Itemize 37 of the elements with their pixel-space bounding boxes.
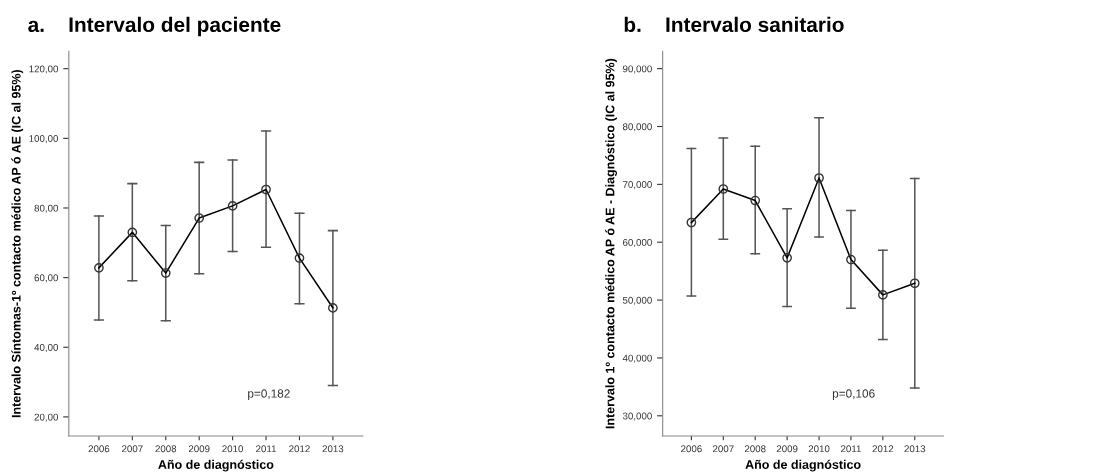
y-tick-label: 80,000 <box>622 123 652 132</box>
chart-title: b. Intervalo sanitario <box>624 16 844 33</box>
y-axis-title: Intervalo 1º contacto médico AP ó AE - Diagnóstico (IC al 95%) <box>605 58 617 429</box>
x-tick-label: 2008 <box>155 445 177 453</box>
x-tick-label: 2011 <box>256 445 277 453</box>
x-tick-label: 2006 <box>681 445 702 453</box>
x-axis-title: Año de diagnóstico <box>158 459 274 472</box>
y-tick-label: 70,000 <box>623 181 652 190</box>
x-tick-label: 2008 <box>744 445 766 453</box>
y-axis-title: Intervalo Síntomas-1º contacto médico AP ó AE (IC al 95%) <box>11 69 24 418</box>
x-tick-label: 2013 <box>322 445 344 453</box>
x-tick-label: 2011 <box>840 445 861 453</box>
y-tick-label: 60,00 <box>34 274 59 283</box>
x-tick-label: 2009 <box>776 445 798 453</box>
annotation: p=0,182 <box>248 389 290 401</box>
y-tick-label: 100,00 <box>29 135 59 144</box>
x-tick-label: 2012 <box>289 445 310 453</box>
y-tick-label: 80,00 <box>34 204 59 213</box>
annotation: p=0,106 <box>832 389 875 401</box>
y-tick-label: 120,00 <box>29 65 59 74</box>
y-tick-label: 90,000 <box>622 65 652 74</box>
x-tick-label: 2006 <box>88 445 110 453</box>
x-axis-title: Año de diagnóstico <box>745 459 861 472</box>
x-tick-label: 2013 <box>904 445 926 453</box>
x-tick-label: 2009 <box>188 445 210 453</box>
x-tick-label: 2012 <box>872 445 894 453</box>
x-tick-label: 2010 <box>808 445 830 453</box>
x-tick-label: 2010 <box>222 445 244 453</box>
x-tick-label: 2007 <box>122 445 143 453</box>
y-tick-label: 50,000 <box>622 296 652 305</box>
y-tick-label: 60,000 <box>623 238 652 247</box>
chart-title: a. Intervalo del paciente <box>28 16 281 37</box>
y-tick-label: 30,000 <box>622 412 652 421</box>
x-tick-label: 2007 <box>712 445 734 453</box>
y-tick-label: 20,00 <box>34 413 59 422</box>
y-tick-label: 40,000 <box>622 354 652 363</box>
y-tick-label: 40,00 <box>34 344 59 353</box>
